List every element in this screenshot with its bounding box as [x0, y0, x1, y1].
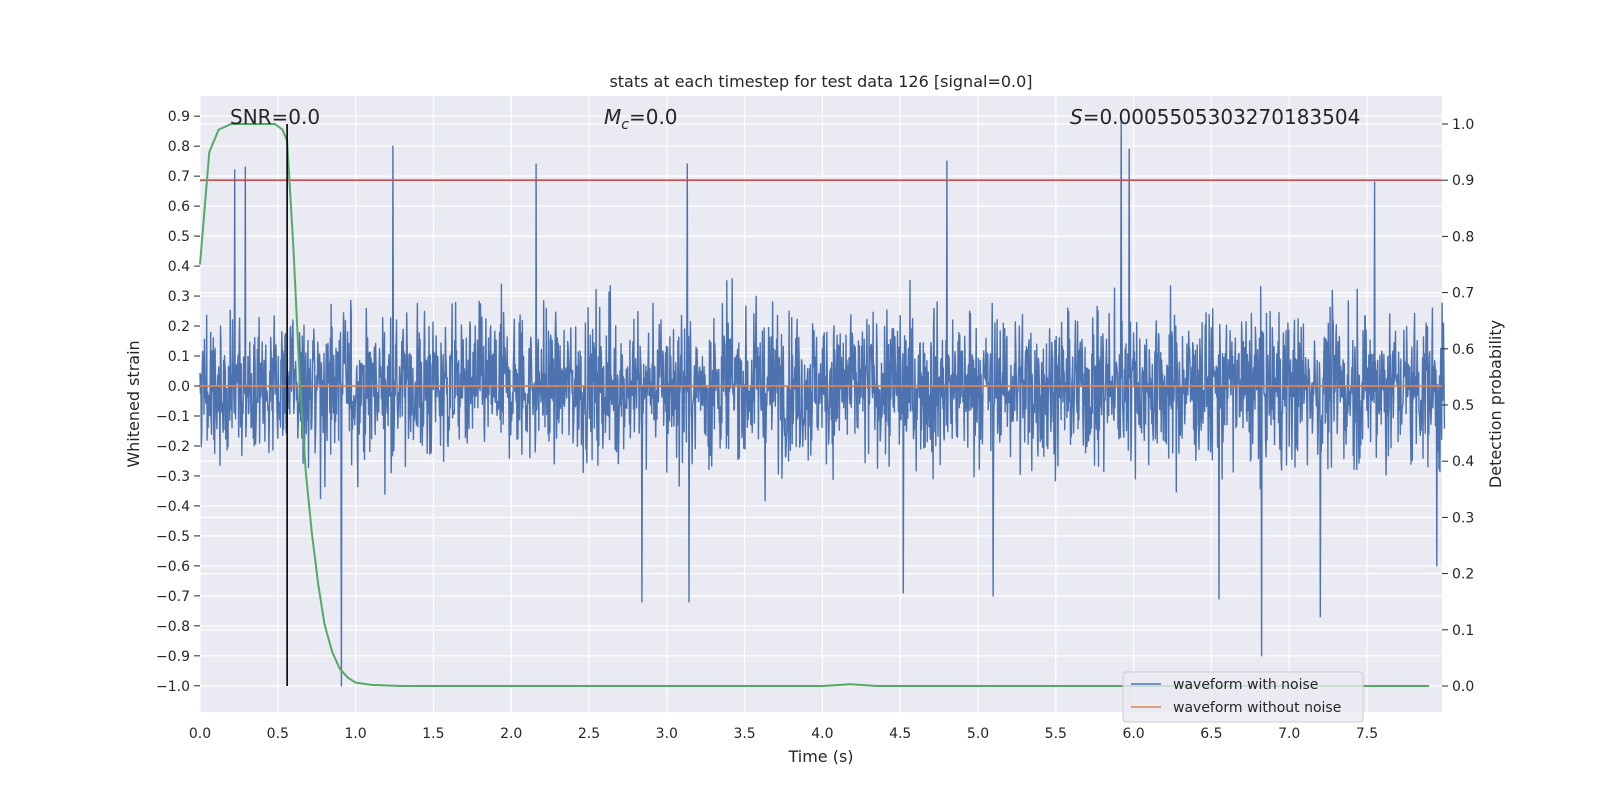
- y2-tick-label: 0.4: [1452, 454, 1474, 470]
- series-detection-probability-group: [199, 123, 1430, 687]
- plot-background: [200, 96, 1442, 712]
- chirp-mass-subscript: c: [621, 117, 629, 133]
- s-symbol: S: [1070, 105, 1083, 129]
- x-tick-label: 7.0: [1278, 726, 1300, 742]
- y-tick-label: 0.6: [168, 199, 190, 215]
- x-tick-label: 2.5: [578, 726, 600, 742]
- x-tick-label: 6.5: [1200, 726, 1222, 742]
- y-tick-label: −0.3: [156, 469, 190, 485]
- x-tick-label: 3.0: [656, 726, 678, 742]
- s-value: =0.0005505303270183504: [1083, 105, 1361, 129]
- y2-tick-label: 0.0: [1452, 679, 1474, 695]
- y-tick-label: 0.8: [168, 139, 190, 155]
- y-tick-label: 0.3: [168, 289, 190, 305]
- waveform-with-noise-line: [199, 121, 1446, 687]
- y-tick-label: −0.2: [156, 439, 190, 455]
- y2-axis-label: Detection probability: [1486, 320, 1505, 488]
- x-tick-label: 7.5: [1356, 726, 1378, 742]
- y-tick-label: −0.9: [156, 649, 190, 665]
- y-tick-label: 0.0: [168, 379, 190, 395]
- chirp-mass-symbol: M: [604, 105, 621, 129]
- y-tick-label: −0.7: [156, 589, 190, 605]
- y2-tick-label: 0.7: [1452, 286, 1474, 302]
- snr-annotation: SNR=0.0: [230, 105, 320, 129]
- y-axis-ticks: 0.9 0.8 0.7 0.6 0.5 0.4 0.3 0.2 0.1 0.0 −0.1 −0.2 −0…: [156, 109, 200, 695]
- x-tick-label: 4.5: [889, 726, 911, 742]
- legend-box: [1122, 671, 1364, 723]
- y-tick-label: 0.2: [168, 319, 190, 335]
- x-tick-label: 2.0: [500, 726, 522, 742]
- y-tick-label: 0.1: [168, 349, 190, 365]
- y-tick-label: −0.4: [156, 499, 190, 515]
- x-tick-label: 6.0: [1122, 726, 1144, 742]
- legend-label-clean: waveform without noise: [1173, 700, 1341, 716]
- y-axis-label: Whitened strain: [124, 340, 143, 467]
- legend: waveform with noise waveform without noi…: [1122, 671, 1364, 723]
- x-tick-label: 4.0: [811, 726, 833, 742]
- y2-tick-label: 0.5: [1452, 398, 1474, 414]
- y-tick-label: −0.8: [156, 619, 190, 635]
- y-tick-label: 0.5: [168, 229, 190, 245]
- y-tick-label: −1.0: [156, 679, 190, 695]
- legend-label-noise: waveform with noise: [1173, 677, 1318, 693]
- y-tick-label: −0.6: [156, 559, 190, 575]
- y2-tick-label: 0.8: [1452, 229, 1474, 245]
- x-axis-ticks: 0.0 0.5 1.0 1.5 2.0 2.5 3.0 3.5 4.0 4.5 5.0 5.5 6.0 6…: [189, 726, 1378, 742]
- x-tick-label: 1.5: [422, 726, 444, 742]
- y2-axis-ticks: 1.0 0.9 0.8 0.7 0.6 0.5 0.4 0.3 0.2 0.1 0.0: [1442, 117, 1474, 695]
- x-tick-label: 1.0: [344, 726, 366, 742]
- y2-tick-label: 0.9: [1452, 173, 1474, 189]
- y-tick-label: −0.1: [156, 409, 190, 425]
- x-tick-label: 3.5: [733, 726, 755, 742]
- y-tick-label: 0.9: [168, 109, 190, 125]
- y2-tick-label: 1.0: [1452, 117, 1474, 133]
- x-axis-label: Time (s): [787, 747, 853, 766]
- y-tick-label: 0.4: [168, 259, 190, 275]
- s-annotation: S=0.0005505303270183504: [1070, 105, 1360, 129]
- x-tick-label: 0.0: [189, 726, 211, 742]
- y-tick-label: 0.7: [168, 169, 190, 185]
- y2-tick-label: 0.1: [1452, 623, 1474, 639]
- chirp-mass-value: =0.0: [629, 105, 678, 129]
- chart-title: stats at each timestep for test data 126…: [609, 72, 1032, 91]
- x-tick-label: 5.5: [1045, 726, 1067, 742]
- y2-tick-label: 0.6: [1452, 342, 1474, 358]
- y2-tick-label: 0.2: [1452, 567, 1474, 583]
- x-tick-label: 0.5: [267, 726, 289, 742]
- detection-probability-line: [199, 123, 1430, 687]
- y2-tick-label: 0.3: [1452, 510, 1474, 526]
- series-waveform-with-noise: [199, 121, 1446, 687]
- x-tick-label: 5.0: [967, 726, 989, 742]
- chirp-mass-annotation: Mc=0.0: [604, 105, 678, 133]
- y-tick-label: −0.5: [156, 529, 190, 545]
